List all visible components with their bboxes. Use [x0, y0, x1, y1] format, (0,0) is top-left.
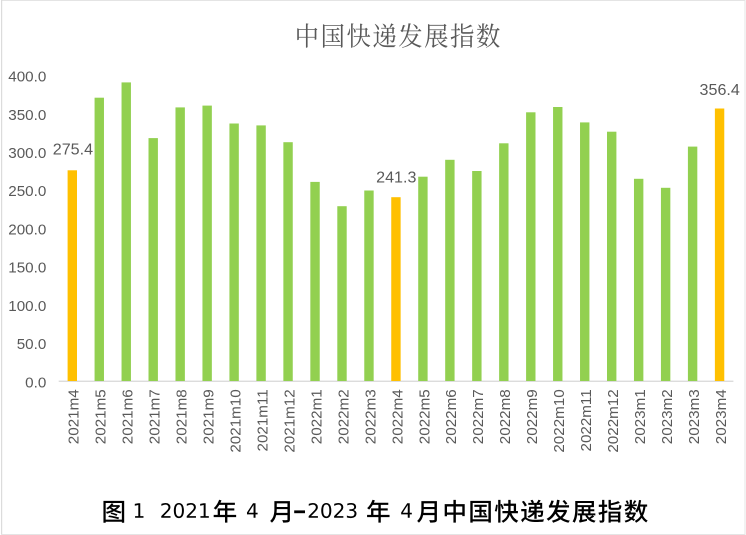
- svg-text:150.0: 150.0: [8, 260, 46, 277]
- svg-text:2021m10: 2021m10: [227, 389, 244, 452]
- svg-text:2021m12: 2021m12: [281, 389, 298, 452]
- svg-text:350.0: 350.0: [8, 107, 46, 124]
- svg-text:241.3: 241.3: [376, 168, 416, 186]
- svg-text:2022m6: 2022m6: [443, 389, 460, 444]
- svg-text:2022m4: 2022m4: [389, 389, 406, 444]
- svg-text:2023m4: 2023m4: [713, 389, 730, 444]
- svg-text:2022m1: 2022m1: [308, 389, 325, 444]
- svg-text:2022m2: 2022m2: [335, 389, 352, 444]
- svg-text:250.0: 250.0: [8, 183, 46, 200]
- svg-text:2023m3: 2023m3: [686, 389, 703, 444]
- svg-text:2021m6: 2021m6: [120, 389, 137, 444]
- svg-text:2021m7: 2021m7: [147, 389, 164, 444]
- svg-text:2021m4: 2021m4: [66, 389, 83, 444]
- svg-text:2022m9: 2022m9: [524, 389, 541, 444]
- svg-text:275.4: 275.4: [53, 140, 93, 158]
- svg-text:400.0: 400.0: [8, 69, 46, 86]
- svg-text:2021m9: 2021m9: [201, 389, 218, 444]
- svg-text:2023m2: 2023m2: [659, 389, 676, 444]
- svg-text:2021m5: 2021m5: [93, 389, 110, 444]
- svg-text:2021m8: 2021m8: [174, 389, 191, 444]
- svg-text:2022m10: 2022m10: [551, 389, 568, 452]
- svg-text:300.0: 300.0: [8, 145, 46, 162]
- svg-text:2022m11: 2022m11: [578, 389, 595, 451]
- svg-text:2021m11: 2021m11: [254, 389, 271, 451]
- svg-text:2022m3: 2022m3: [362, 389, 379, 444]
- svg-text:2022m8: 2022m8: [497, 389, 514, 444]
- svg-text:2022m5: 2022m5: [416, 389, 433, 444]
- svg-text:2023m1: 2023m1: [632, 389, 649, 444]
- svg-text:200.0: 200.0: [8, 221, 46, 238]
- svg-text:356.4: 356.4: [700, 81, 740, 99]
- svg-text:100.0: 100.0: [8, 298, 46, 315]
- svg-text:50.0: 50.0: [17, 336, 47, 353]
- svg-text:0.0: 0.0: [25, 374, 46, 391]
- svg-text:2022m12: 2022m12: [605, 389, 622, 452]
- svg-text:2022m7: 2022m7: [470, 389, 487, 444]
